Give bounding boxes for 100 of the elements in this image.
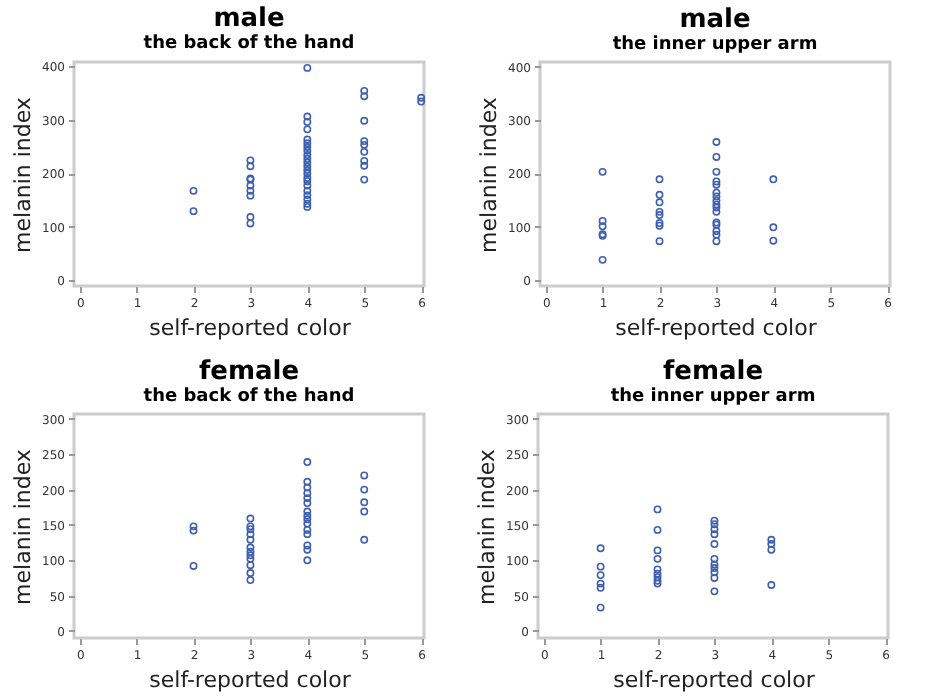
point (303, 169, 312, 178)
point (303, 191, 312, 200)
point (303, 525, 312, 534)
point (710, 564, 719, 572)
point (246, 219, 255, 228)
point (360, 507, 369, 516)
point (303, 530, 312, 539)
point (246, 191, 255, 200)
point (189, 522, 198, 531)
point (710, 530, 719, 539)
point (303, 511, 312, 520)
point (598, 167, 607, 176)
chart-title: female (198, 356, 300, 387)
point (246, 561, 255, 570)
point (712, 152, 721, 161)
point (360, 498, 369, 507)
point (360, 535, 369, 544)
point (596, 571, 605, 580)
point (653, 546, 662, 555)
point (596, 603, 605, 612)
point (303, 199, 312, 208)
point (712, 227, 721, 236)
point (246, 525, 255, 534)
chart-title: female (662, 356, 764, 387)
point (653, 579, 662, 588)
x-axis-title: self-reported color (149, 667, 352, 693)
point (246, 530, 255, 539)
point (360, 156, 369, 165)
point (767, 540, 776, 548)
point (653, 565, 662, 574)
point (596, 579, 605, 588)
point (360, 147, 369, 156)
chart-title: male (679, 4, 751, 35)
point (303, 202, 312, 211)
point (189, 186, 198, 195)
point (417, 93, 426, 102)
point (655, 211, 664, 220)
point (303, 489, 312, 498)
point (303, 158, 312, 167)
point (712, 203, 721, 212)
point (769, 175, 778, 184)
point (303, 556, 312, 565)
point (303, 483, 312, 492)
point (360, 92, 369, 101)
point (360, 140, 369, 149)
point (360, 485, 369, 494)
point (246, 543, 255, 552)
chart-subtitle: the back of the hand (143, 34, 355, 55)
point (360, 175, 369, 184)
point (246, 162, 255, 171)
point (653, 569, 662, 578)
y-axis-title: melanin index (476, 96, 503, 253)
point (767, 535, 776, 544)
point (417, 97, 426, 106)
point (596, 544, 605, 553)
point (653, 505, 662, 514)
point (303, 112, 312, 121)
point (712, 196, 721, 205)
point (246, 569, 255, 577)
point (303, 541, 312, 550)
point (598, 255, 607, 264)
point (246, 576, 255, 585)
point (769, 223, 778, 232)
point (655, 190, 664, 199)
chart-subtitle: the inner upper arm (612, 34, 818, 55)
point (596, 562, 605, 571)
point (598, 216, 607, 225)
point (246, 547, 255, 556)
point (303, 146, 312, 155)
point (360, 116, 369, 125)
point (653, 576, 662, 585)
x-axis-title: self-reported color (615, 315, 818, 341)
point (303, 545, 312, 554)
point (246, 186, 255, 195)
point (653, 573, 662, 582)
point (246, 551, 255, 560)
point (303, 143, 312, 151)
point (767, 545, 776, 554)
point (246, 213, 255, 221)
point (655, 207, 664, 216)
point (303, 174, 312, 182)
y-axis-title: melanin index (10, 448, 37, 605)
point (598, 222, 607, 231)
point (303, 515, 312, 524)
point (303, 507, 312, 516)
point (767, 581, 776, 589)
point (303, 154, 312, 163)
point (712, 177, 721, 186)
point (710, 573, 719, 582)
point (303, 125, 312, 134)
point (360, 471, 369, 480)
point (710, 520, 719, 529)
chart-subtitle: the inner upper arm (610, 386, 816, 407)
point (712, 138, 721, 146)
point (712, 167, 721, 176)
x-axis-title: self-reported color (149, 315, 352, 341)
point (712, 200, 721, 209)
point (653, 525, 662, 534)
point (360, 86, 369, 95)
point (303, 477, 312, 486)
